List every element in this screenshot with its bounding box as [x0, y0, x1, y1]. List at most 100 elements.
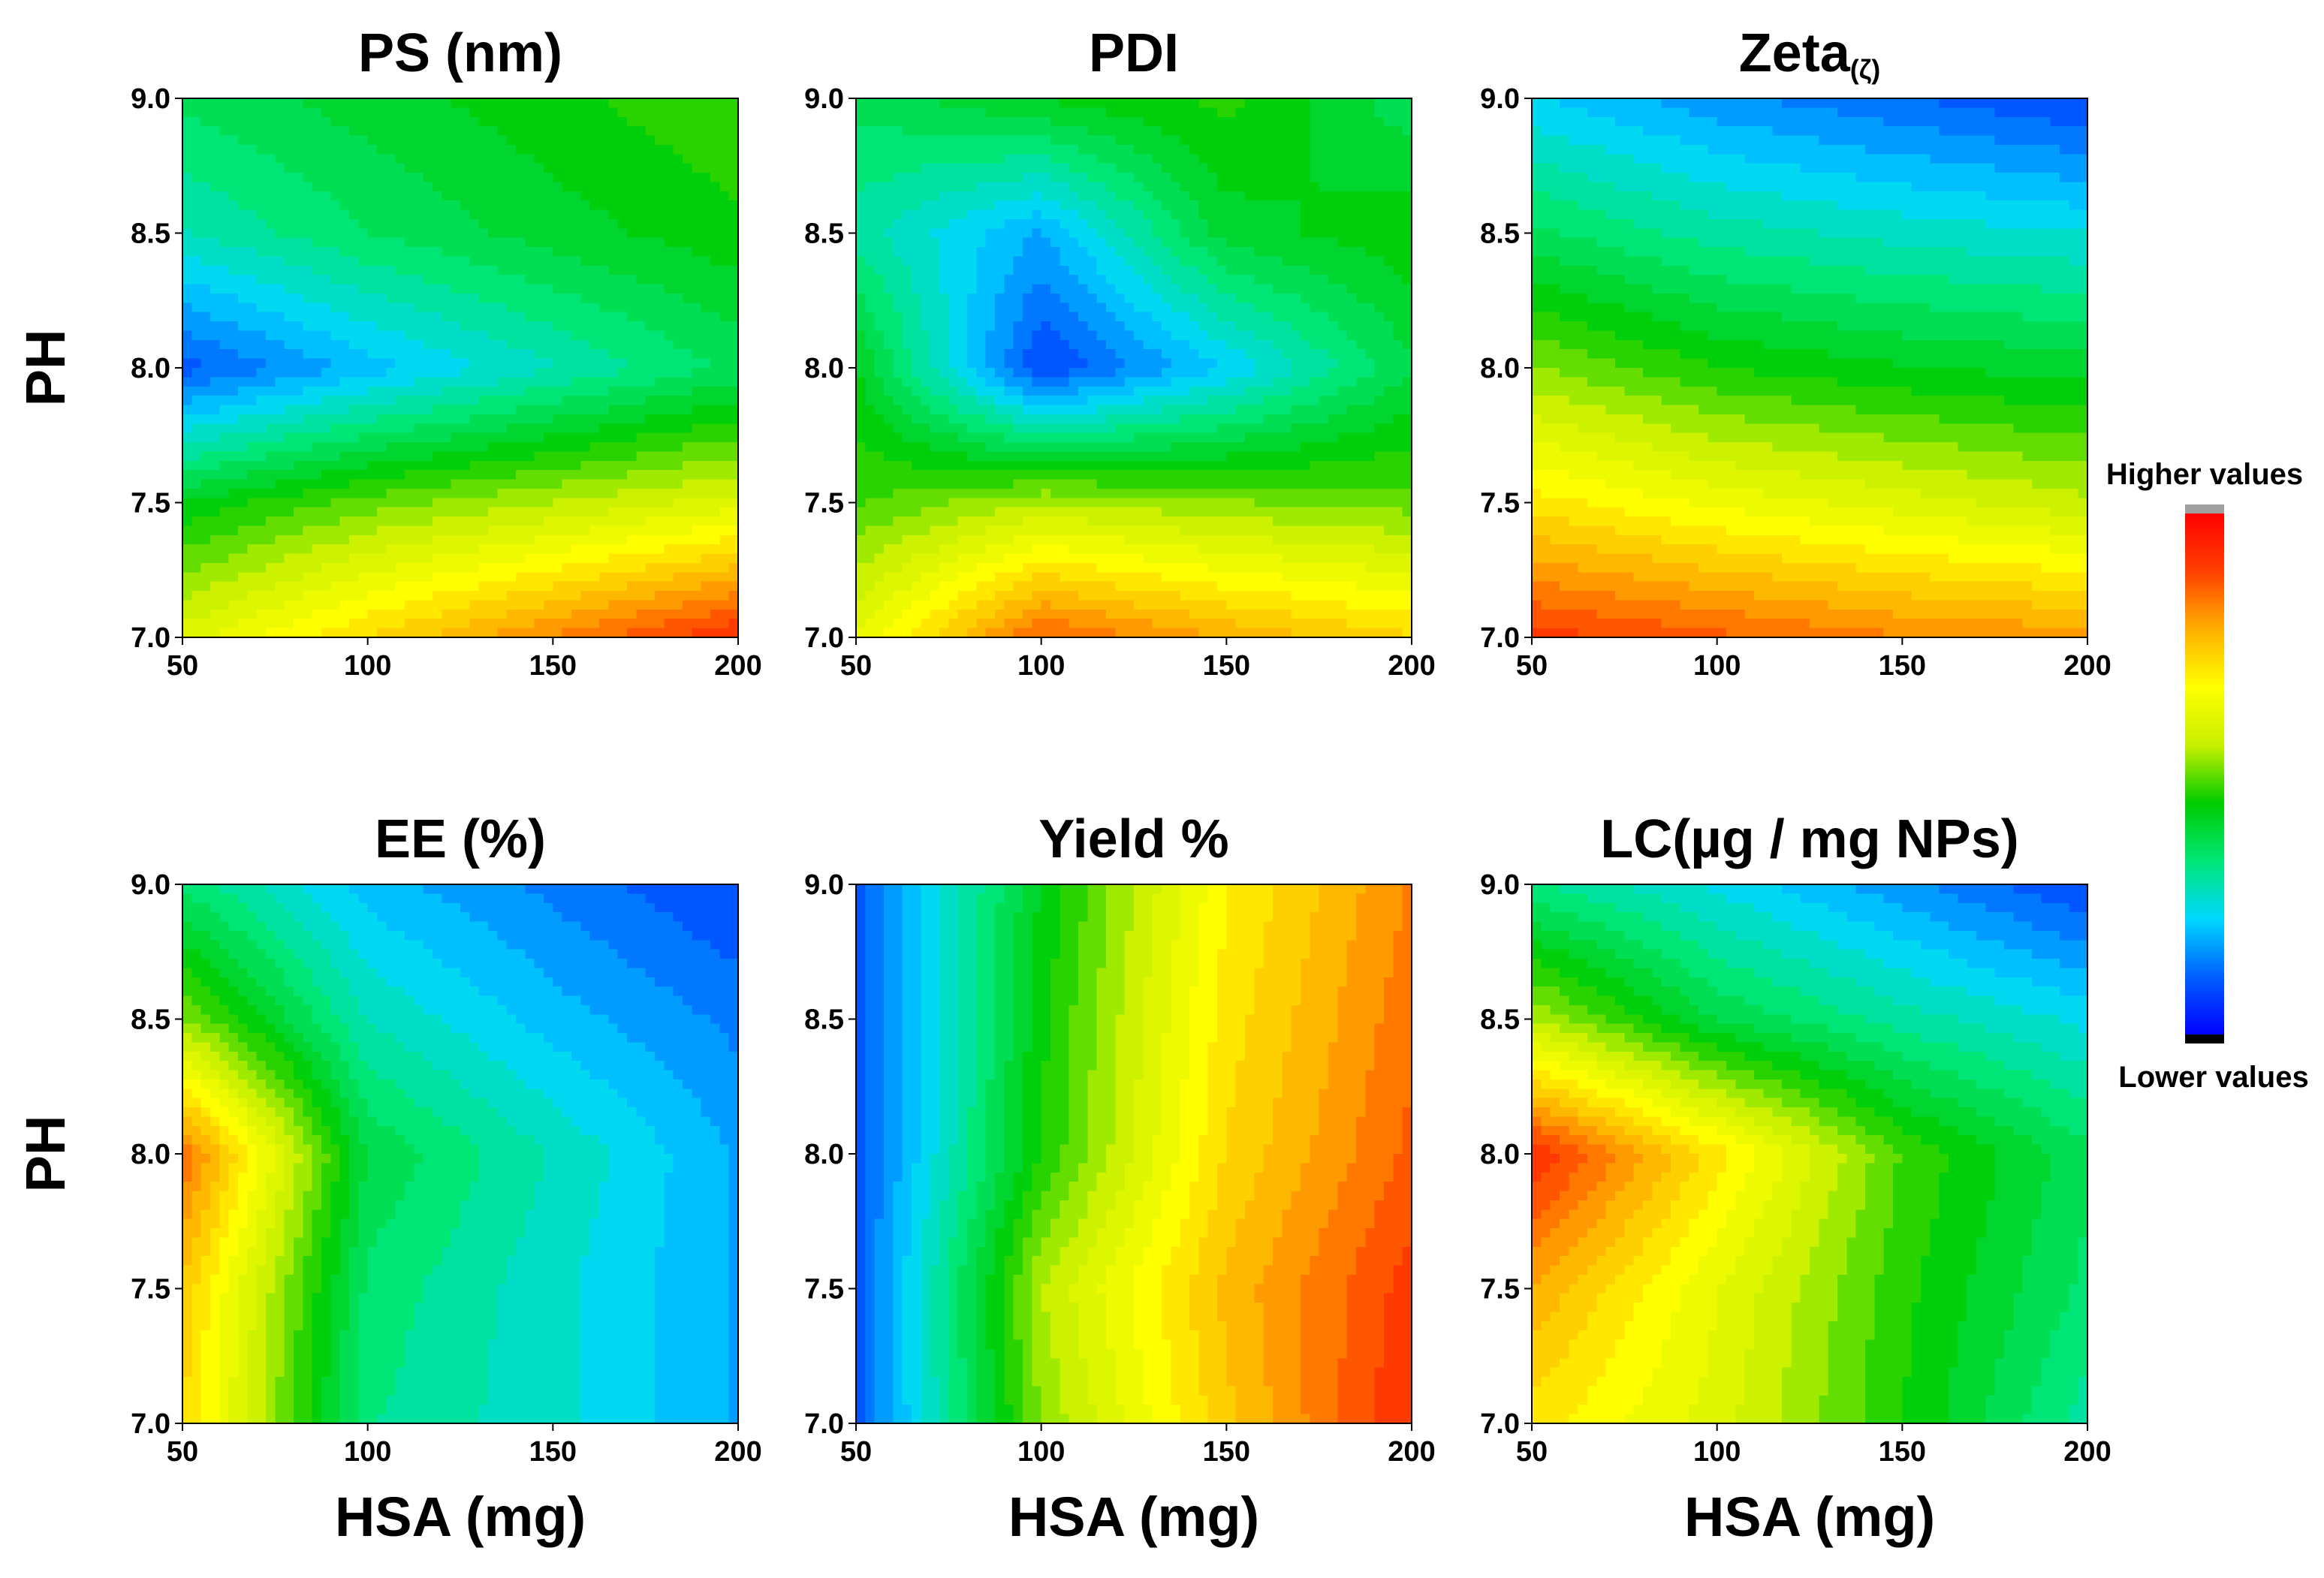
heatmap-cell — [451, 312, 461, 322]
heatmap-cell — [562, 247, 572, 257]
heatmap-cell — [451, 256, 461, 266]
heatmap-cell — [507, 210, 517, 220]
heatmap-cell — [442, 154, 451, 164]
heatmap-cell — [219, 210, 229, 220]
heatmap-cell — [321, 340, 331, 350]
heatmap-cell — [257, 107, 267, 117]
heatmap-cell — [182, 191, 192, 201]
heatmap-cell — [275, 377, 285, 387]
heatmap-cell — [516, 238, 526, 248]
heatmap-cell — [710, 191, 720, 201]
heatmap-cell — [368, 145, 378, 155]
heatmap-cell — [275, 200, 285, 210]
heatmap-cell — [516, 200, 526, 210]
heatmap-cell — [275, 145, 285, 155]
heatmap-cell — [469, 219, 479, 229]
heatmap-cell — [358, 405, 368, 415]
heatmap-cell — [655, 126, 665, 136]
heatmap-cell — [396, 359, 405, 369]
heatmap-cell — [469, 107, 479, 117]
heatmap-cell — [535, 154, 544, 164]
heatmap-cell — [451, 200, 461, 210]
heatmap-cell — [497, 359, 507, 369]
heatmap-cell — [664, 294, 674, 303]
heatmap-cell — [571, 164, 581, 173]
heatmap-cell — [275, 154, 285, 164]
heatmap-cell — [710, 164, 720, 173]
heatmap-cell — [377, 210, 387, 220]
heatmap-cell — [330, 126, 340, 136]
heatmap-cell — [646, 303, 656, 312]
heatmap-cell — [349, 387, 359, 396]
heatmap-cell — [636, 238, 646, 248]
heatmap-cell — [479, 228, 489, 238]
heatmap-cell — [544, 117, 553, 127]
heatmap-cell — [497, 321, 507, 331]
heatmap-cell — [285, 107, 294, 117]
heatmap-cell — [479, 182, 489, 191]
heatmap-cell — [396, 117, 405, 127]
heatmap-cell — [191, 154, 201, 164]
heatmap-cell — [330, 200, 340, 210]
heatmap-cell — [266, 145, 276, 155]
heatmap-cell — [571, 294, 581, 303]
heatmap-cell — [368, 387, 378, 396]
heatmap-cell — [191, 294, 201, 303]
heatmap-cell — [442, 173, 451, 182]
heatmap-cell — [396, 228, 405, 238]
heatmap-cell — [571, 275, 581, 285]
heatmap-cell — [692, 256, 701, 266]
heatmap-cell — [488, 275, 498, 285]
heatmap-cell — [294, 340, 303, 350]
heatmap-cell — [191, 247, 201, 257]
heatmap-cell — [349, 285, 359, 294]
heatmap-cell — [368, 117, 378, 127]
heatmap-cell — [627, 285, 637, 294]
heatmap-cell — [701, 228, 711, 238]
heatmap-cell — [553, 312, 562, 322]
heatmap-cell — [627, 387, 637, 396]
heatmap-cell — [210, 164, 220, 173]
heatmap-cell — [674, 182, 683, 191]
heatmap-cell — [238, 285, 248, 294]
heatmap-cell — [303, 396, 312, 405]
heatmap-cell — [729, 303, 739, 312]
heatmap-cell — [396, 368, 405, 378]
heatmap-cell — [719, 359, 729, 369]
heatmap-cell — [377, 228, 387, 238]
heatmap-cell — [719, 312, 729, 322]
heatmap-cell — [516, 154, 526, 164]
heatmap-cell — [562, 228, 572, 238]
heatmap-cell — [285, 154, 294, 164]
heatmap-cell — [442, 247, 451, 257]
heatmap-cell — [544, 349, 553, 359]
heatmap-cell — [294, 191, 303, 201]
heatmap-cell — [201, 191, 211, 201]
heatmap-cell — [497, 275, 507, 285]
heatmap-cell — [386, 294, 396, 303]
heatmap-cell — [442, 321, 451, 331]
heatmap-cell — [710, 312, 720, 322]
heatmap-cell — [257, 405, 267, 415]
heatmap-cell — [562, 98, 572, 108]
heatmap-cell — [257, 312, 267, 322]
heatmap-cell — [386, 359, 396, 369]
heatmap-cell — [488, 359, 498, 369]
heatmap-cell — [544, 210, 553, 220]
heatmap-cell — [210, 182, 220, 191]
heatmap-cell — [655, 117, 665, 127]
heatmap-cell — [266, 256, 276, 266]
heatmap-cell — [396, 294, 405, 303]
heatmap-cell — [469, 387, 479, 396]
heatmap-cell — [414, 164, 424, 173]
heatmap-cell — [405, 247, 414, 257]
heatmap-cell — [497, 303, 507, 312]
heatmap-cell — [229, 349, 239, 359]
heatmap-cell — [257, 359, 267, 369]
heatmap-cell — [525, 117, 535, 127]
heatmap-cell — [479, 238, 489, 248]
heatmap-cell — [210, 405, 220, 415]
heatmap-cell — [451, 340, 461, 350]
heatmap-cell — [349, 191, 359, 201]
heatmap-cell — [349, 247, 359, 257]
